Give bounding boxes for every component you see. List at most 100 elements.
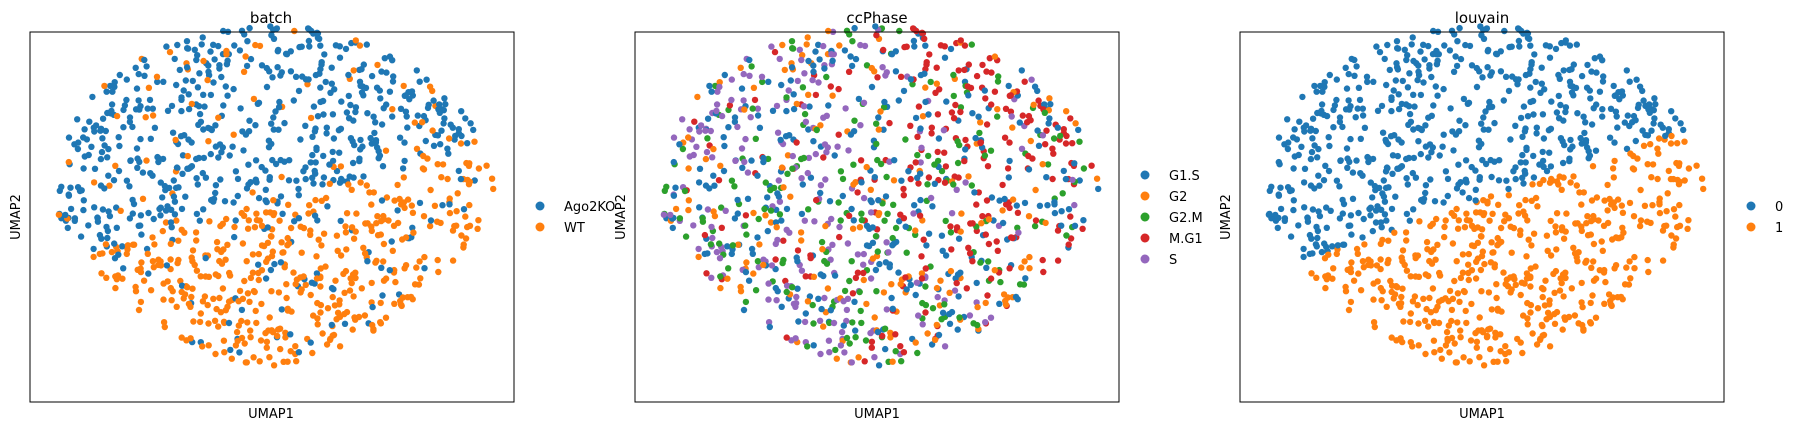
scatter-point <box>243 258 250 265</box>
scatter-point <box>349 138 356 145</box>
scatter-point <box>170 193 178 200</box>
scatter-point <box>820 323 827 330</box>
scatter-point <box>1309 115 1317 122</box>
scatter-point <box>1333 96 1340 104</box>
scatter-point <box>922 84 929 91</box>
scatter-point <box>313 270 321 277</box>
scatter-point <box>907 76 915 83</box>
scatter-point <box>106 212 114 220</box>
scatter-point <box>1388 288 1395 296</box>
scatter-point <box>1421 56 1428 63</box>
scatter-point <box>1527 98 1534 106</box>
scatter-point <box>1552 267 1560 275</box>
scatter-point <box>1582 119 1589 126</box>
scatter-point <box>958 210 965 217</box>
scatter-point <box>1647 141 1654 148</box>
scatter-point <box>995 73 1002 80</box>
scatter-point <box>1492 334 1499 341</box>
scatter-point <box>1435 319 1443 327</box>
scatter-point <box>1448 306 1456 314</box>
scatter-point <box>291 27 298 35</box>
scatter-point <box>836 223 843 231</box>
scatter-point <box>1530 230 1538 237</box>
scatter-point <box>266 314 273 321</box>
scatter-point <box>804 169 811 177</box>
scatter-point <box>896 27 903 35</box>
scatter-point <box>941 179 949 186</box>
scatter-point <box>886 158 893 165</box>
scatter-point <box>1387 133 1395 140</box>
scatter-point <box>228 355 235 362</box>
scatter-point <box>1570 173 1577 180</box>
scatter-point <box>126 114 134 121</box>
scatter-point <box>115 134 122 141</box>
scatter-point <box>1050 135 1058 142</box>
scatter-point <box>1025 213 1033 220</box>
scatter-point <box>717 162 724 169</box>
scatter-point <box>132 288 140 295</box>
scatter-point <box>1524 299 1531 307</box>
scatter-point <box>1343 85 1351 92</box>
scatter-point <box>309 174 316 181</box>
scatter-point <box>1026 265 1033 272</box>
scatter-point <box>974 303 981 311</box>
scatter-point <box>324 203 331 210</box>
scatter-point <box>841 287 849 295</box>
scatter-point <box>397 105 405 113</box>
scatter-point <box>788 38 796 45</box>
scatter-point <box>196 217 203 224</box>
scatter-point <box>1067 213 1074 220</box>
scatter-point <box>317 84 324 91</box>
scatter-point <box>1076 177 1083 184</box>
scatter-point <box>947 223 954 230</box>
scatter-point <box>1547 217 1554 225</box>
scatter-point <box>71 141 78 148</box>
scatter-point <box>1664 190 1671 197</box>
scatter-point <box>1451 277 1458 285</box>
scatter-point <box>807 254 814 262</box>
scatter-point <box>1417 91 1425 99</box>
scatter-point <box>250 354 257 361</box>
scatter-point <box>690 222 697 229</box>
scatter-point <box>694 93 701 101</box>
scatter-point <box>377 231 384 238</box>
scatter-point <box>1007 234 1015 241</box>
scatter-point <box>1580 113 1587 120</box>
scatter-point <box>1290 134 1297 141</box>
scatter-point <box>1004 165 1012 172</box>
scatter-point <box>897 280 904 288</box>
scatter-point <box>137 298 145 306</box>
scatter-point <box>1060 126 1068 133</box>
scatter-point <box>821 141 829 148</box>
scatter-point <box>372 259 379 266</box>
scatter-point <box>1062 140 1070 147</box>
scatter-point <box>314 299 321 307</box>
scatter-point <box>718 112 726 120</box>
scatter-point <box>103 223 110 231</box>
scatter-point <box>838 328 846 336</box>
scatter-point <box>382 314 390 321</box>
scatter-point <box>948 246 955 253</box>
scatter-point <box>957 37 964 44</box>
scatter-point <box>939 247 946 254</box>
scatter-point <box>211 317 219 324</box>
scatter-point <box>1454 38 1461 45</box>
scatter-point <box>825 337 833 344</box>
scatter-point <box>396 195 403 203</box>
scatter-point <box>1416 218 1423 225</box>
scatter-point <box>872 233 880 240</box>
scatter-point <box>377 299 384 307</box>
scatter-point <box>1538 284 1546 292</box>
scatter-point <box>1394 284 1401 291</box>
scatter-point <box>1495 201 1502 208</box>
scatter-point <box>159 155 167 163</box>
scatter-point <box>166 48 174 56</box>
scatter-point <box>895 97 902 104</box>
scatter-point <box>1517 114 1525 122</box>
scatter-point <box>1353 63 1360 70</box>
scatter-point <box>789 165 796 172</box>
scatter-point <box>760 158 767 166</box>
scatter-point <box>67 205 75 213</box>
scatter-point <box>1308 148 1316 156</box>
scatter-point <box>1532 78 1539 86</box>
